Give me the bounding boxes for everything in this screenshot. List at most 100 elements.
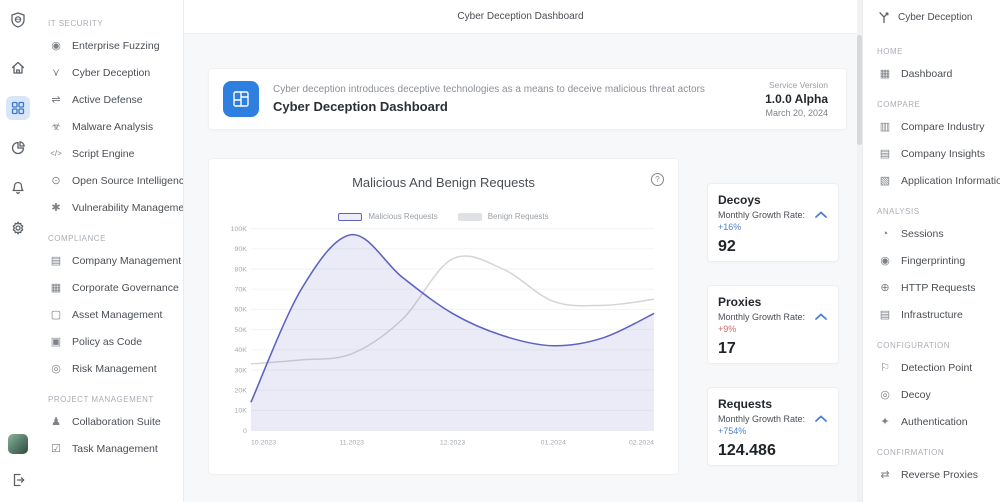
nav-item-company-insights[interactable]: ▤ Company Insights: [877, 140, 992, 167]
scrollbar-thumb[interactable]: [857, 35, 862, 145]
area-chart: 0 10K 20K 30K 40K 50K 60K 70K 80K 90K 100K 10.2023 1…: [231, 226, 655, 447]
risk-management-icon: ◎: [51, 363, 61, 375]
apps-grid-icon[interactable]: [6, 96, 30, 120]
nav-item-compare-industry[interactable]: ▥ Compare Industry: [877, 113, 992, 140]
banner-title: Cyber Deception Dashboard: [273, 99, 448, 114]
svg-text:50K: 50K: [235, 327, 248, 334]
compare-industry-icon: ▥: [879, 121, 891, 133]
stat-value: 17: [718, 340, 736, 357]
notifications-bell-icon[interactable]: [6, 176, 30, 200]
nav-item-policy-as-code[interactable]: ▣ Policy as Code: [48, 328, 175, 355]
nav-label: Fingerprinting: [901, 254, 966, 267]
nav-label: Vulnerability Management: [72, 201, 184, 214]
section-title-compare: COMPARE: [877, 100, 921, 109]
nav-item-company-management[interactable]: ▤ Company Management: [48, 247, 181, 274]
nav-item-collaboration-suite[interactable]: ♟ Collaboration Suite: [48, 408, 175, 435]
legend-item-malicious[interactable]: Malicious Requests: [338, 212, 438, 221]
nav-item-malware-analysis[interactable]: ☣ Malware Analysis: [48, 113, 175, 140]
section-title-home: HOME: [877, 47, 903, 56]
legend-item-benign[interactable]: Benign Requests: [457, 212, 549, 221]
chevron-up-icon[interactable]: [814, 410, 828, 428]
nav-label: Risk Management: [72, 362, 157, 375]
nav-label: Open Source Intelligence: [72, 174, 184, 187]
growth-value: +16%: [718, 222, 742, 232]
nav-item-authentication[interactable]: ✦ Authentication: [877, 408, 992, 435]
service-version-value: 1.0.0 Alpha: [765, 92, 828, 106]
main-content: Cyber deception introduces deceptive tec…: [184, 34, 857, 502]
policy-as-code-icon: ▣: [50, 336, 62, 348]
nav-item-reverse-proxies[interactable]: ⇄ Reverse Proxies: [877, 461, 992, 488]
svg-text:10K: 10K: [235, 408, 248, 415]
nav-item-dashboard[interactable]: ▦ Dashboard: [877, 60, 992, 87]
section-title-compliance: COMPLIANCE: [48, 234, 106, 243]
nav-item-sessions[interactable]: ◔ Sessions: [877, 220, 992, 247]
svg-text:60K: 60K: [235, 307, 248, 314]
svg-text:0: 0: [243, 428, 247, 435]
chevron-up-icon[interactable]: [814, 206, 828, 224]
nav-item-detection-point[interactable]: ⚐ Detection Point: [877, 354, 992, 381]
reverse-proxies-icon: ⇄: [880, 469, 890, 481]
home-icon[interactable]: [6, 56, 30, 80]
svg-text:70K: 70K: [235, 287, 248, 294]
nav-label: Compare Industry: [901, 120, 985, 133]
section-title-confirmation: CONFIRMATION: [877, 448, 945, 457]
nav-item-decoy[interactable]: ◎ Decoy: [877, 381, 992, 408]
nav-item-open-source-intelligence[interactable]: ⊙ Open Source Intelligence: [48, 167, 183, 194]
nav-item-fingerprinting[interactable]: ◉ Fingerprinting: [877, 247, 992, 274]
section-title-analysis: ANALYSIS: [877, 207, 920, 216]
nav-label: Application Information: [901, 174, 1000, 187]
right-sidebar-title: Cyber Deception: [898, 11, 973, 23]
info-banner: Cyber deception introduces deceptive tec…: [208, 68, 847, 130]
nav-label: Corporate Governance: [72, 281, 179, 294]
nav-item-risk-management[interactable]: ◎ Risk Management: [48, 355, 175, 382]
nav-item-task-management[interactable]: ☑ Task Management: [48, 435, 175, 462]
active-defense-icon: ⇌: [51, 94, 61, 106]
company-management-icon: ▤: [50, 255, 62, 267]
nav-label: Reverse Proxies: [901, 468, 979, 481]
section-title-configuration: CONFIGURATION: [877, 341, 951, 350]
logout-icon[interactable]: [6, 468, 30, 492]
malware-analysis-icon: ☣: [51, 121, 61, 133]
growth-label: Monthly Growth Rate:: [718, 210, 806, 220]
content-row: Malicious And Benign Requests ? Maliciou…: [208, 158, 847, 475]
nav-item-script-engine[interactable]: </> Script Engine: [48, 140, 175, 167]
svg-text:02.2024: 02.2024: [629, 440, 654, 447]
user-avatar[interactable]: [8, 434, 28, 454]
section-title-project-management: PROJECT MANAGEMENT: [48, 395, 154, 404]
nav-item-corporate-governance[interactable]: ▦ Corporate Governance: [48, 274, 179, 301]
svg-text:40K: 40K: [235, 347, 248, 354]
growth-label: Monthly Growth Rate:: [718, 312, 806, 322]
nav-item-http-requests[interactable]: ⊕ HTTP Requests: [877, 274, 992, 301]
vulnerability-icon: ✱: [51, 202, 61, 214]
service-version-label: Service Version: [768, 80, 828, 90]
help-icon[interactable]: ?: [651, 173, 664, 186]
svg-text:90K: 90K: [235, 246, 248, 253]
svg-text:12.2023: 12.2023: [440, 440, 465, 447]
icon-rail: [0, 0, 36, 502]
nav-item-active-defense[interactable]: ⇌ Active Defense: [48, 86, 175, 113]
nav-item-asset-management[interactable]: ▢ Asset Management: [48, 301, 175, 328]
stat-value: 124.486: [718, 442, 776, 459]
right-sidebar: Cyber Deception HOME ▦ Dashboard COMPARE …: [862, 0, 1000, 502]
sessions-icon: ◔: [881, 227, 889, 240]
nav-item-enterprise-fuzzing[interactable]: ◉ Enterprise Fuzzing: [48, 32, 175, 59]
app-logo-shield-icon[interactable]: [6, 8, 30, 32]
nav-label: Collaboration Suite: [72, 415, 161, 428]
left-sidebar: IT SECURITY ◉ Enterprise Fuzzing ⋎ Cyber D…: [36, 0, 184, 502]
chevron-up-icon[interactable]: [814, 308, 828, 326]
nav-item-cyber-deception[interactable]: ⋎ Cyber Deception: [48, 59, 175, 86]
nav-label: Sessions: [901, 227, 944, 240]
scrollbar-track[interactable]: [857, 0, 862, 502]
nav-item-infrastructure[interactable]: ▤ Infrastructure: [877, 301, 992, 328]
cyber-deception-icon: ⋎: [51, 67, 61, 79]
settings-gear-icon[interactable]: [6, 216, 30, 240]
detection-point-icon: ⚐: [880, 362, 890, 374]
main-column: Cyber Deception Dashboard Cyber deceptio…: [184, 0, 857, 502]
nav-label: Cyber Deception: [72, 66, 151, 79]
nav-item-application-information[interactable]: ▧ Application Information: [877, 167, 1000, 194]
authentication-icon: ✦: [880, 416, 890, 428]
pie-chart-icon[interactable]: [6, 136, 30, 160]
nav-label: Dashboard: [901, 67, 953, 80]
nav-item-vulnerability-management[interactable]: ✱ Vulnerability Management: [48, 194, 183, 221]
